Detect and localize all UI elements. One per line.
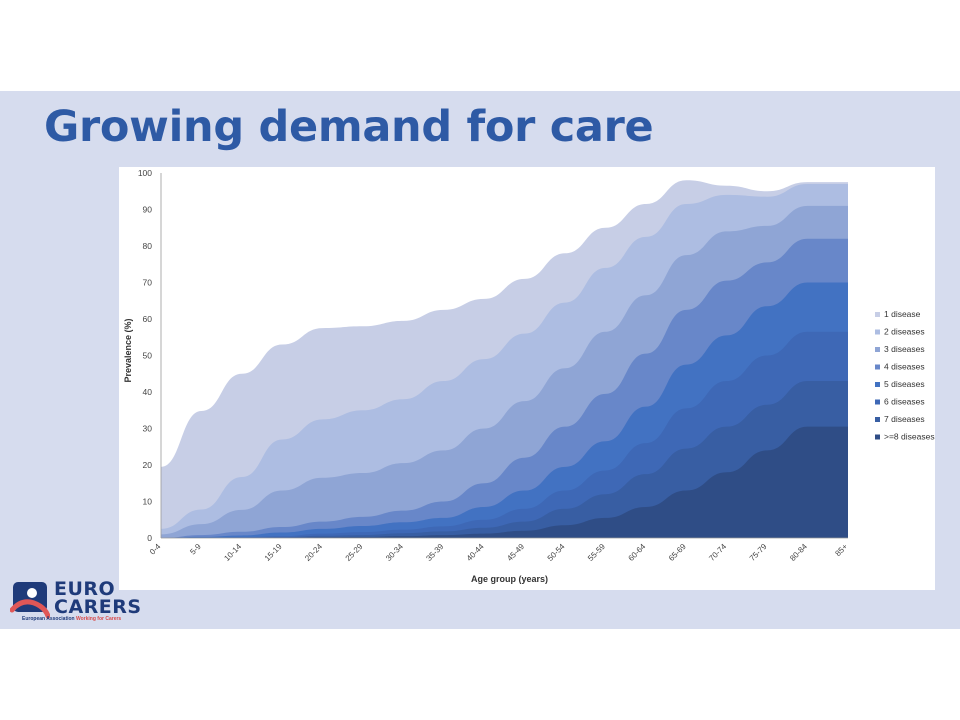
legend-swatch <box>875 347 880 352</box>
legend-label: 5 diseases <box>884 379 925 389</box>
legend-label: 1 disease <box>884 309 921 319</box>
legend-swatch <box>875 434 880 440</box>
logo-wordmark: EURO CARERS <box>54 578 142 618</box>
y-tick-label: 20 <box>143 460 153 470</box>
y-tick-label: 30 <box>143 424 153 434</box>
logo-line-1: EURO <box>54 578 116 600</box>
legend-label: 2 diseases <box>884 327 925 337</box>
slide-title: Growing demand for care <box>44 102 654 152</box>
x-tick-label: 55-59 <box>586 542 607 563</box>
x-tick-label: 0-4 <box>148 542 163 557</box>
x-tick-label: 50-54 <box>546 542 567 563</box>
y-tick-label: 100 <box>138 168 152 178</box>
logo-mark-icon <box>10 582 50 619</box>
x-tick-label: 80-84 <box>788 542 809 563</box>
x-tick-label: 5-9 <box>188 542 203 557</box>
legend-swatch <box>875 364 880 370</box>
eurocarers-logo: EURO CARERS European Association Working… <box>10 578 150 628</box>
logo-tagline: European Association Working for Carers <box>22 616 121 622</box>
x-tick-label: 10-14 <box>222 542 243 563</box>
logo-tagline-2: Working for Carers <box>76 616 122 622</box>
x-tick-label: 60-64 <box>627 542 648 563</box>
y-tick-label: 40 <box>143 387 153 397</box>
y-tick-label: 10 <box>143 497 153 507</box>
x-tick-label: 85+ <box>833 542 849 558</box>
y-tick-label: 60 <box>143 314 153 324</box>
y-tick-label: 90 <box>143 205 153 215</box>
x-tick-label: 75-79 <box>748 542 769 563</box>
legend-swatch <box>875 399 880 405</box>
legend-label: 7 diseases <box>884 414 925 424</box>
legend-swatch <box>875 329 880 335</box>
legend-label: 3 diseases <box>884 344 925 354</box>
x-tick-label: 35-39 <box>424 542 445 563</box>
x-tick-label: 70-74 <box>707 542 728 563</box>
legend-label: 6 diseases <box>884 397 925 407</box>
logo-line-2: CARERS <box>54 596 142 618</box>
x-tick-label: 25-29 <box>344 542 365 563</box>
x-axis-title: Age group (years) <box>471 574 548 584</box>
legend-swatch <box>875 312 880 317</box>
y-axis-title: Prevalence (%) <box>123 318 133 382</box>
legend-swatch <box>875 417 880 422</box>
stacked-area-chart: 0 10 20 30 40 50 60 70 80 90 100 0-4 5-9 10-14 15-19 20… <box>123 168 935 584</box>
y-tick-label: 80 <box>143 241 153 251</box>
x-tick-label: 65-69 <box>667 542 688 563</box>
legend-swatch <box>875 382 880 387</box>
x-tick-label: 15-19 <box>263 542 284 563</box>
logo-tagline-1: European Association <box>22 616 75 622</box>
legend-label: 4 diseases <box>884 362 925 372</box>
x-tick-label: 30-34 <box>384 542 405 563</box>
legend-label: >=8 diseases <box>884 432 935 442</box>
x-tick-label: 20-24 <box>303 542 324 563</box>
y-tick-label: 0 <box>147 533 152 543</box>
area-8-diseases <box>161 426 848 538</box>
x-tick-label: 40-44 <box>465 542 486 563</box>
y-tick-label: 50 <box>143 351 153 361</box>
chart-panel: 0 10 20 30 40 50 60 70 80 90 100 0-4 5-9 10-14 15-19 20… <box>119 167 935 590</box>
x-tick-label: 45-49 <box>505 542 526 563</box>
y-tick-label: 70 <box>143 278 153 288</box>
